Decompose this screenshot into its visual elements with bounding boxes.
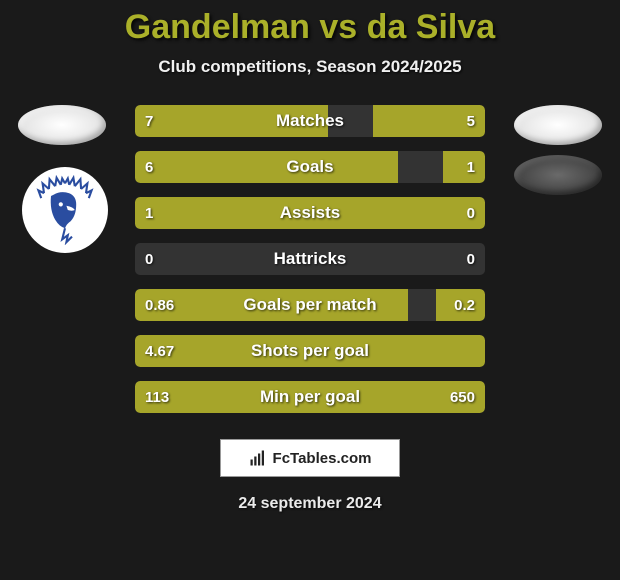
- brand-badge[interactable]: FcTables.com: [220, 439, 400, 477]
- stats-bars: 75Matches 61Goals 10Assists 0 0Hattricks 0.86…: [135, 105, 485, 413]
- stat-value-left: 0: [145, 243, 153, 275]
- stat-fill-right: [443, 151, 485, 183]
- stat-fill-left: [135, 105, 328, 137]
- player-right-badge-2: [514, 155, 602, 195]
- stat-fill-left: [135, 381, 198, 413]
- native-head-icon: [30, 175, 100, 245]
- player-left-badge-1: [18, 105, 106, 145]
- stat-fill-left: [135, 197, 485, 229]
- player-right-badge-1: [514, 105, 602, 145]
- stat-row: 75Matches: [135, 105, 485, 137]
- stat-fill-right: [198, 381, 485, 413]
- bars-chart-icon: [249, 449, 267, 467]
- brand-text: FcTables.com: [273, 450, 372, 467]
- stat-label: Hattricks: [135, 243, 485, 275]
- subtitle: Club competitions, Season 2024/2025: [0, 57, 620, 77]
- stat-fill-right: [373, 105, 485, 137]
- team-left-logo: [22, 167, 108, 253]
- stat-fill-left: [135, 289, 408, 321]
- date: 24 september 2024: [0, 495, 620, 513]
- stat-row: 113650Min per goal: [135, 381, 485, 413]
- stat-row: 61Goals: [135, 151, 485, 183]
- stat-fill-right: [436, 289, 485, 321]
- stat-fill-left: [135, 151, 398, 183]
- stat-row: 0.860.2Goals per match: [135, 289, 485, 321]
- content: 75Matches 61Goals 10Assists 0 0Hattricks 0.86…: [0, 105, 620, 413]
- stat-value-right: 0: [467, 243, 475, 275]
- stat-row: 0 0Hattricks: [135, 243, 485, 275]
- stat-row: 10Assists: [135, 197, 485, 229]
- stat-fill-left: [135, 335, 485, 367]
- comparison-card: Gandelman vs da Silva Club competitions,…: [0, 0, 620, 580]
- title: Gandelman vs da Silva: [0, 8, 620, 47]
- stat-row: 4.67Shots per goal: [135, 335, 485, 367]
